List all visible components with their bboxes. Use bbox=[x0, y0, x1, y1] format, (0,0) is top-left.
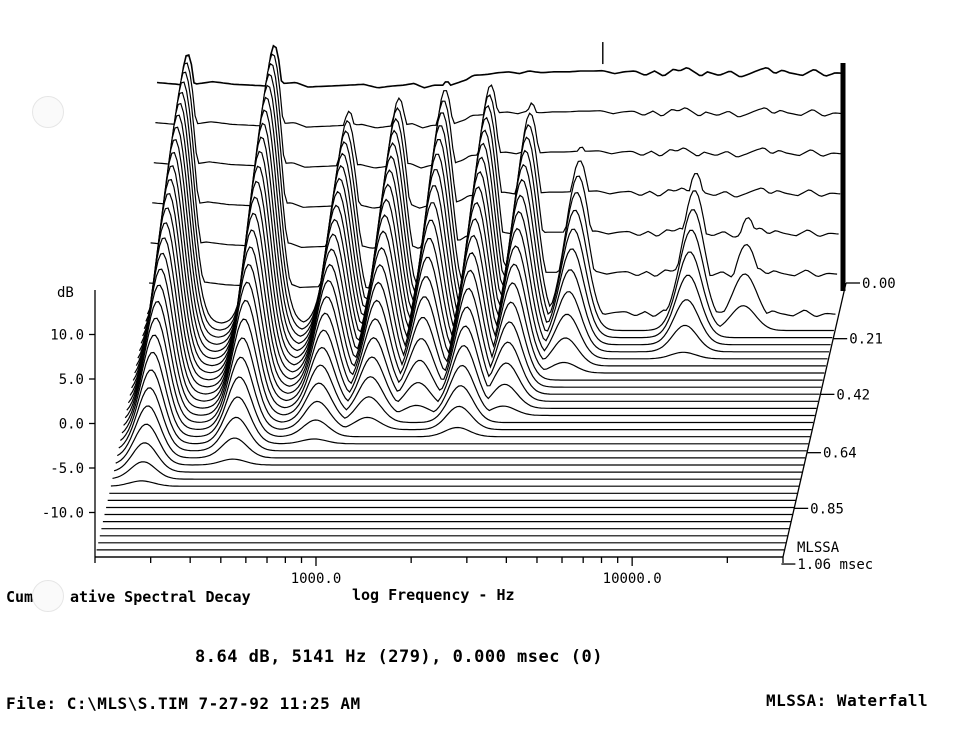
waterfall-slice bbox=[134, 222, 823, 381]
waterfall-slice bbox=[135, 207, 825, 374]
waterfall-slice bbox=[137, 192, 826, 367]
waterfall-slice bbox=[123, 334, 812, 431]
time-tick-label: 1.06 msec bbox=[797, 557, 873, 573]
waterfall-slice bbox=[116, 405, 806, 459]
waterfall-slice bbox=[115, 423, 804, 466]
time-tick-label: 0.42 bbox=[836, 387, 870, 403]
mlssa-watermark: MLSSA bbox=[797, 540, 840, 556]
waterfall-slice bbox=[152, 73, 841, 209]
y-tick-label: 5.0 bbox=[59, 372, 84, 388]
y-tick-label: 0.0 bbox=[59, 417, 84, 433]
waterfall-slice bbox=[140, 165, 830, 353]
mode-label: MLSSA: Waterfall bbox=[766, 691, 929, 710]
waterfall-slice bbox=[110, 480, 799, 487]
waterfall-slice bbox=[120, 369, 809, 445]
waterfall-slice bbox=[121, 351, 810, 438]
x-axis-label: log Frequency - Hz bbox=[352, 586, 515, 604]
chart-labels: dB 10.0 5.0 0.0 -5.0 -10.0 1000.0 10000.0 0.00 0.… bbox=[6, 276, 896, 606]
waterfall-slice bbox=[143, 136, 833, 339]
waterfall-slice bbox=[126, 300, 815, 417]
time-tick-label: 0.64 bbox=[823, 446, 857, 462]
waterfall-slice bbox=[153, 62, 842, 169]
y-tick-label: -5.0 bbox=[50, 461, 84, 477]
y-tick-label: 10.0 bbox=[50, 328, 84, 344]
waterfall-slice bbox=[142, 150, 831, 346]
waterfall-slice bbox=[129, 268, 818, 402]
time-tick-label: 0.21 bbox=[849, 332, 883, 348]
cursor-readout: 8.64 dB, 5141 Hz (279), 0.000 msec (0) bbox=[195, 647, 603, 667]
waterfall-slice bbox=[138, 178, 828, 360]
waterfall-slice bbox=[127, 284, 817, 409]
chart-axes bbox=[89, 42, 860, 566]
chart-title-part1: Cum bbox=[6, 588, 33, 606]
waterfall-slice bbox=[149, 96, 838, 289]
hole-punch-mark bbox=[32, 580, 64, 612]
y-axis-label: dB bbox=[57, 285, 74, 301]
waterfall-slice bbox=[124, 317, 814, 424]
waterfall-slice bbox=[118, 387, 807, 452]
time-tick-label: 0.85 bbox=[810, 501, 844, 517]
waterfall-slice bbox=[113, 442, 803, 473]
y-tick-label: -10.0 bbox=[42, 506, 84, 522]
hole-punch-mark bbox=[32, 96, 64, 128]
waterfall-slice bbox=[156, 44, 846, 89]
x-tick-label: 10000.0 bbox=[603, 571, 662, 587]
waterfall-slice bbox=[112, 461, 801, 480]
waterfall-slice bbox=[145, 122, 834, 332]
file-info: File: C:\MLS\S.TIM 7-27-92 11:25 AM bbox=[6, 694, 361, 713]
waterfall-slice bbox=[146, 109, 836, 324]
waterfall-slice bbox=[131, 252, 820, 395]
time-tick-label: 0.00 bbox=[862, 276, 896, 292]
waterfall-slice bbox=[155, 53, 844, 129]
chart-title-part2: ative Spectral Decay bbox=[70, 588, 251, 606]
x-tick-label: 1000.0 bbox=[291, 571, 342, 587]
waterfall-slice bbox=[150, 84, 839, 249]
waterfall-traces bbox=[95, 44, 846, 559]
waterfall-slice bbox=[132, 237, 822, 388]
time-axis bbox=[782, 282, 847, 558]
